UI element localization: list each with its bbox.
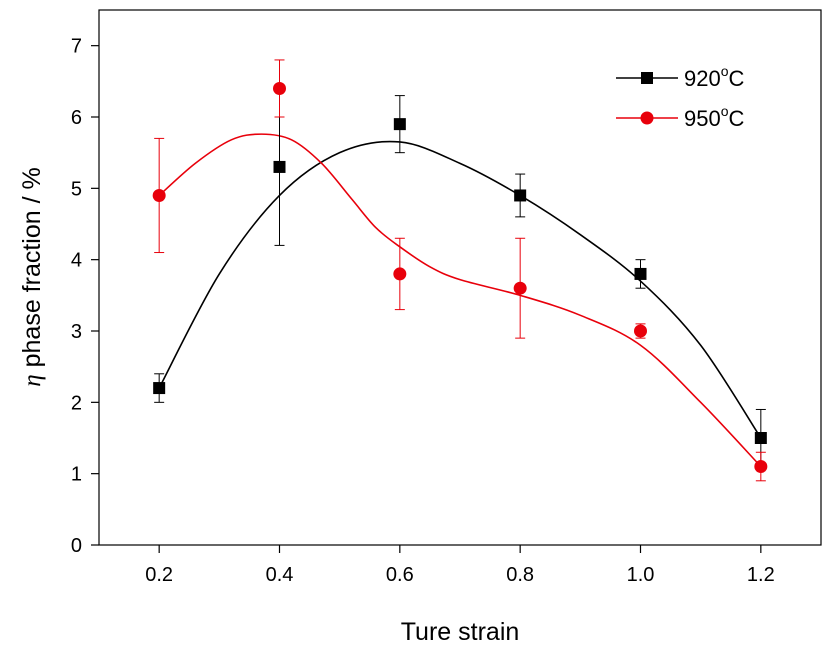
data-point-950 [273,81,286,95]
data-point-920 [153,382,166,395]
legend-label-degree: o [721,103,729,119]
fit-curves [158,133,762,468]
legend-marker-950 [640,111,654,125]
data-point-920 [634,267,647,280]
x-tick-label: 0.6 [386,564,414,586]
fit-curve-950 [158,133,762,468]
plot-area-border [98,9,822,546]
data-point-950 [152,188,166,202]
legend-label-unit: C [729,66,745,91]
fit-curve-920 [158,140,762,439]
x-tick-label: 0.2 [145,564,173,586]
legend-label-unit: C [729,106,745,131]
y-tick-label: 1 [71,464,82,486]
y-axis-title-symbol: η [19,374,46,386]
y-tick-label: 0 [71,535,82,557]
data-point-920 [754,432,767,444]
error-bars [154,59,766,482]
axis-ticks [91,45,762,553]
data-point-920 [273,160,286,173]
legend-marker-920 [641,72,653,84]
y-axis-title-text: phase fraction / % [18,167,46,374]
data-point-920 [514,189,527,202]
data-point-950 [634,324,647,338]
legend-label-value: 920 [684,66,721,91]
x-tick-label: 0.8 [506,564,534,586]
data-point-950 [513,281,527,295]
y-axis-title: η phase fraction / % [18,167,46,386]
y-tick-label: 2 [71,392,82,414]
data-point-920 [393,118,406,131]
y-tick-label: 6 [71,107,82,129]
data-markers [152,81,768,474]
y-tick-label: 3 [71,321,82,343]
y-tick-label: 4 [71,250,82,272]
plot-frame [98,9,822,546]
x-axis-title: Ture strain [401,618,520,646]
x-tick-label: 1.0 [627,564,655,586]
x-tick-label: 1.2 [747,564,775,586]
y-tick-label: 5 [71,178,82,200]
legend-label-degree: o [721,63,729,79]
data-point-950 [754,460,768,474]
data-point-950 [393,267,407,281]
y-tick-label: 7 [71,36,82,58]
legend-label-value: 950 [684,106,721,131]
x-tick-label: 0.4 [266,564,294,586]
tick-labels: 0.2 0.4 0.6 0.8 1.0 1.2 0 1 2 3 4 5 6 7 [71,36,775,586]
legend-label-920: 920oC [684,63,745,91]
legend-label-950: 950oC [684,103,745,131]
